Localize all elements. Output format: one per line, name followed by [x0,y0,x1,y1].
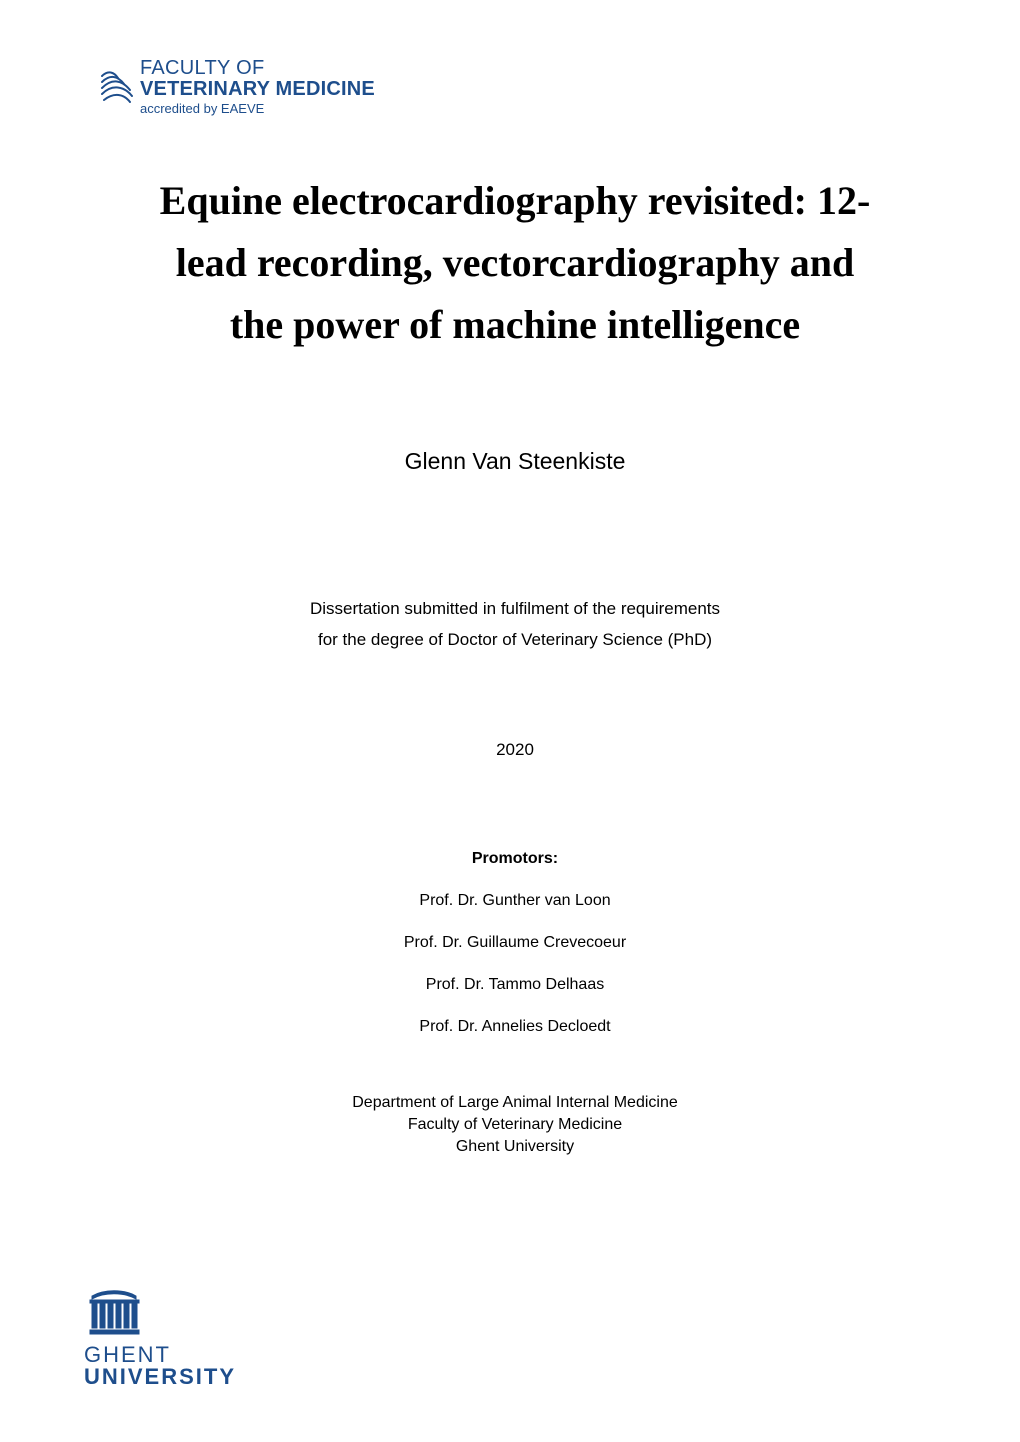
faculty-logo: FACULTY OF VETERINARY MEDICINE accredite… [100,58,930,116]
dissertation-statement: Dissertation submitted in fulfilment of … [100,593,930,656]
promotor: Prof. Dr. Guillaume Crevecoeur [100,934,930,952]
university-wordmark: GHENT UNIVERSITY [84,1344,236,1388]
department-block: Department of Large Animal Internal Medi… [100,1092,930,1159]
promotor: Prof. Dr. Gunther van Loon [100,892,930,910]
faculty-accreditation: accredited by EAEVE [140,102,375,116]
university-word1: GHENT [84,1344,236,1366]
faculty-line1: FACULTY OF [140,58,375,79]
title-line3: the power of machine intelligence [230,302,800,347]
title-line2: lead recording, vectorcardiography and [176,240,854,285]
department-line2: Faculty of Veterinary Medicine [100,1114,930,1136]
faculty-logo-text: FACULTY OF VETERINARY MEDICINE accredite… [140,58,375,116]
author: Glenn Van Steenkiste [100,448,930,475]
dissertation-line1: Dissertation submitted in fulfilment of … [100,593,930,624]
promotor: Prof. Dr. Tammo Delhaas [100,976,930,994]
faculty-lines-icon [100,66,134,108]
dissertation-line2: for the degree of Doctor of Veterinary S… [100,624,930,655]
promotors-list: Prof. Dr. Gunther van Loon Prof. Dr. Gui… [100,892,930,1036]
promotors-heading: Promotors: [100,850,930,868]
department-line3: Ghent University [100,1136,930,1158]
university-word2: UNIVERSITY [84,1366,236,1388]
title-page: FACULTY OF VETERINARY MEDICINE accredite… [0,0,1020,1442]
faculty-line2: VETERINARY MEDICINE [140,79,375,100]
title-block: Equine electrocardiography revisited: 12… [105,170,925,356]
department-line1: Department of Large Animal Internal Medi… [100,1092,930,1114]
page-title: Equine electrocardiography revisited: 12… [105,170,925,356]
promotor: Prof. Dr. Annelies Decloedt [100,1018,930,1036]
title-line1: Equine electrocardiography revisited: 12… [160,178,871,223]
year: 2020 [100,740,930,760]
university-logo: GHENT UNIVERSITY [84,1290,236,1388]
ghent-temple-icon [84,1290,144,1340]
